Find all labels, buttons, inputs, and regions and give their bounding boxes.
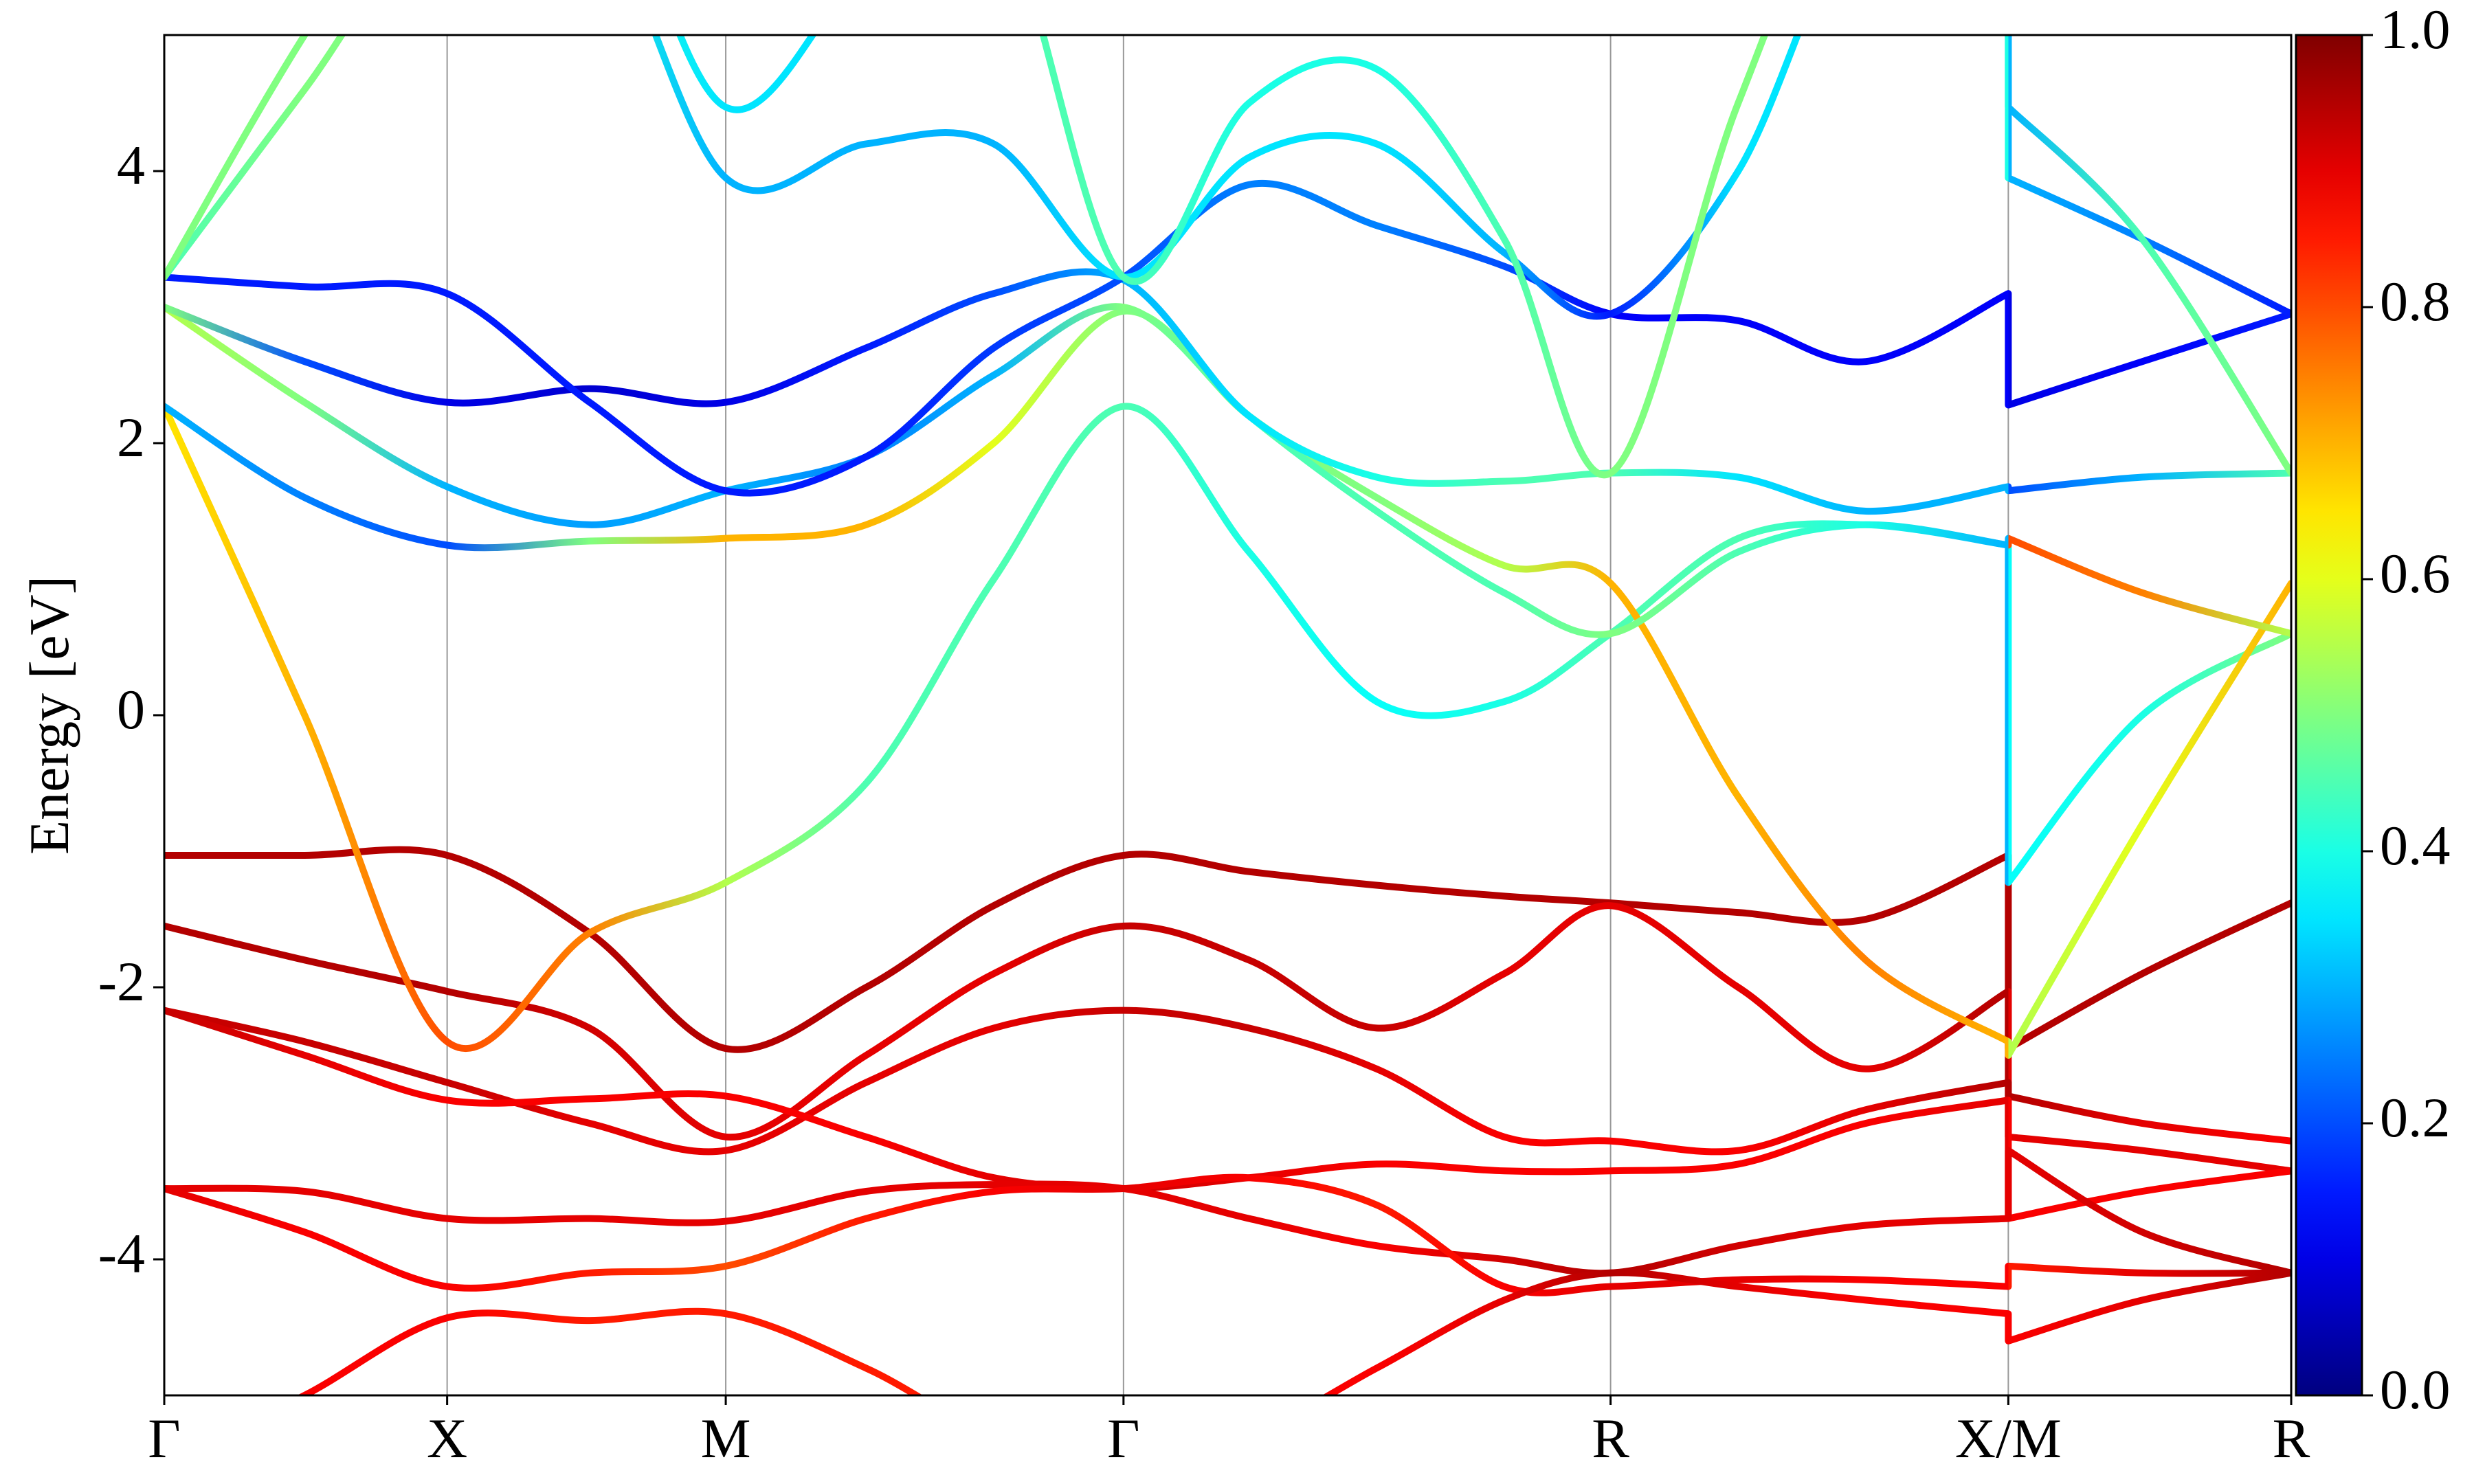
- grid: [164, 35, 2292, 1395]
- colorbar-tick-label: 0.4: [2380, 814, 2451, 877]
- x-tick-label: R: [1592, 1407, 1629, 1470]
- bands: [164, 35, 2291, 1395]
- y-tick-label: -4: [98, 1222, 145, 1285]
- x-tick-label: R: [2273, 1407, 2310, 1470]
- band: [164, 902, 2291, 1175]
- band: [164, 35, 2291, 320]
- axes: Γ X M Γ R X/M R -4 -2 0 2 4: [98, 134, 2310, 1470]
- band: [164, 1147, 2291, 1277]
- plot-frame: [163, 34, 2293, 1397]
- band: [164, 268, 2291, 515]
- y-tick-label: -2: [98, 950, 145, 1013]
- band: [297, 1269, 2291, 1395]
- colorbar: [2295, 34, 2363, 1397]
- band: [164, 1173, 2291, 1296]
- colorbar-tick-label: 0.0: [2380, 1358, 2451, 1421]
- colorbar-tick-label: 1.0: [2380, 0, 2451, 60]
- x-tick-label: Γ: [1107, 1407, 1139, 1470]
- x-tick-label: M: [701, 1407, 751, 1470]
- x-tick-label: Γ: [148, 1407, 180, 1470]
- y-tick-label: 0: [117, 678, 145, 741]
- x-tick-label: X/M: [1955, 1407, 2062, 1470]
- band: [164, 1007, 2291, 1156]
- y-axis-label: Energy [eV]: [18, 576, 80, 855]
- band: [164, 307, 2291, 1059]
- y-tick-label: 4: [117, 134, 145, 196]
- x-tick-label: X: [427, 1407, 467, 1470]
- band: [164, 846, 2291, 1053]
- band: [164, 35, 2291, 479]
- y-tick-label: 2: [117, 406, 145, 469]
- band: [164, 303, 2291, 638]
- colorbar-tick-label: 0.6: [2380, 542, 2451, 605]
- band: [164, 180, 2291, 497]
- colorbar-tick-label: 0.8: [2380, 270, 2451, 333]
- colorbar-tick-label: 0.2: [2380, 1086, 2451, 1149]
